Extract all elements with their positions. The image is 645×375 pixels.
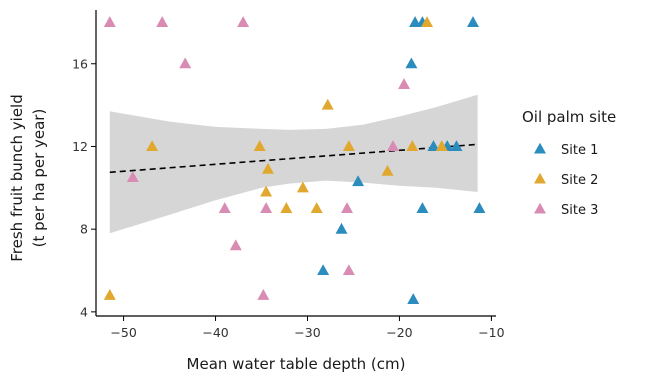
y-tick-label: 8 — [80, 222, 88, 237]
data-point-site-2 — [435, 140, 448, 151]
data-point-site-3 — [229, 239, 242, 251]
data-point-site-1 — [352, 175, 365, 187]
data-point-site-3 — [126, 171, 139, 183]
y-axis-title-line-2: (t per ha per year) — [30, 109, 48, 248]
data-point-site-1 — [407, 293, 420, 304]
legend-label-site-2: Site 2 — [561, 173, 598, 188]
data-point-site-2 — [406, 140, 419, 151]
data-point-site-3 — [260, 202, 273, 214]
data-point-site-2 — [146, 140, 159, 151]
data-point-site-2 — [296, 181, 309, 193]
data-point-site-3 — [156, 16, 169, 27]
data-point-site-3 — [237, 16, 250, 27]
data-point-site-3 — [218, 202, 231, 214]
y-axis-title-line-1: Fresh fruit bunch yield — [8, 94, 26, 261]
data-point-site-2 — [421, 16, 434, 27]
axes: −50 −40 −30 −20 −10 4 8 12 16 — [72, 10, 505, 340]
legend-items: Site 1 Site 2 Site 3 — [534, 142, 598, 218]
legend-title: Oil palm site — [522, 108, 616, 126]
data-point-site-3 — [179, 57, 192, 69]
data-point-site-3 — [387, 140, 399, 151]
data-point-site-3 — [103, 16, 116, 27]
trend-line-layer — [109, 143, 478, 174]
confidence-band-layer — [109, 94, 478, 234]
data-point-site-1 — [416, 202, 429, 214]
data-point-site-3 — [342, 264, 355, 276]
data-points-layer — [103, 16, 486, 304]
data-point-site-1 — [427, 140, 440, 151]
data-point-site-2 — [321, 98, 334, 110]
legend-key-site-3 — [534, 202, 546, 214]
data-point-site-2 — [310, 202, 323, 214]
data-point-site-2 — [261, 162, 274, 174]
data-point-site-2 — [342, 140, 355, 151]
legend: Oil palm site Site 1 Site 2 Site 3 — [522, 108, 616, 218]
data-point-site-1 — [467, 16, 479, 27]
data-point-site-2 — [280, 202, 293, 214]
data-point-site-1 — [317, 264, 330, 276]
data-point-site-1 — [335, 222, 348, 234]
y-tick-label: 4 — [80, 304, 88, 319]
x-tick-label: −50 — [110, 325, 136, 340]
data-point-site-2 — [103, 289, 116, 300]
data-point-site-2 — [260, 185, 273, 197]
data-point-site-2 — [381, 164, 394, 176]
data-point-site-3 — [257, 289, 270, 300]
trend-line — [109, 143, 478, 174]
data-point-site-3 — [341, 202, 354, 214]
legend-label-site-1: Site 1 — [561, 143, 598, 158]
data-point-site-3 — [398, 78, 411, 89]
data-point-site-2 — [253, 140, 266, 151]
data-point-site-1 — [405, 57, 418, 69]
x-tick-label: −20 — [386, 325, 412, 340]
legend-label-site-3: Site 3 — [561, 203, 598, 218]
x-axis-title: Mean water table depth (cm) — [187, 355, 406, 373]
data-point-site-1 — [473, 202, 486, 214]
y-tick-label: 12 — [72, 139, 88, 154]
x-tick-label: −10 — [478, 325, 504, 340]
confidence-band — [109, 94, 478, 234]
x-tick-label: −40 — [202, 325, 228, 340]
y-tick-label: 16 — [72, 56, 88, 71]
x-tick-label: −30 — [294, 325, 320, 340]
data-point-site-1 — [450, 140, 463, 151]
legend-key-site-2 — [534, 172, 546, 184]
legend-key-site-1 — [534, 142, 546, 154]
